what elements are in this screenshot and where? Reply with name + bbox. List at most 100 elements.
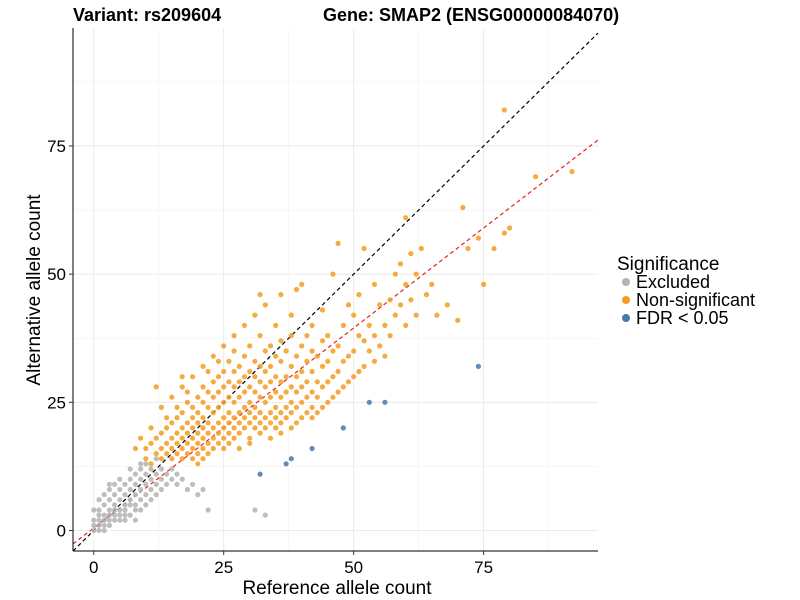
data-point [569,169,575,175]
data-point [226,440,232,446]
legend-swatch [622,296,630,304]
series-2 [257,363,481,477]
data-point [319,307,326,313]
data-point [200,445,206,452]
data-point [127,486,133,493]
data-point [293,353,300,359]
data-point [382,353,388,359]
data-point [164,471,170,477]
data-point [138,461,144,467]
data-point [106,522,112,529]
data-point [158,445,164,452]
data-point [247,399,253,405]
data-point [241,415,248,421]
data-point [252,415,258,421]
data-point [257,420,263,426]
data-point [309,445,315,452]
data-point [91,527,97,534]
data-point [257,379,263,385]
data-point [252,312,258,318]
data-point [257,394,263,400]
data-point [153,451,159,457]
data-point [247,384,253,390]
data-point [190,456,196,462]
data-point [169,445,175,452]
data-point [293,389,300,395]
data-point [200,415,206,421]
data-point [304,410,310,416]
data-point [267,435,274,441]
data-point [288,399,294,405]
data-point [215,440,222,446]
data-point [366,348,372,354]
data-point [262,302,268,308]
data-point [262,399,268,405]
data-point [174,404,180,410]
data-point [236,430,242,436]
data-point [164,425,170,431]
data-point [247,343,253,349]
x-axis-label: Reference allele count [242,578,432,599]
data-point [267,410,274,416]
data-point [309,404,315,410]
data-point [330,394,336,400]
data-point [179,384,185,390]
data-point [101,502,107,508]
data-point [507,225,513,231]
data-point [122,512,128,518]
data-point [195,461,201,467]
data-point [278,420,284,426]
data-point [371,333,378,339]
data-point [184,430,190,436]
data-point [252,404,258,410]
data-point [138,435,144,441]
data-point [179,476,185,482]
data-point [148,466,154,472]
data-point [278,358,284,364]
data-point [231,348,237,354]
data-point [153,384,159,390]
data-point [377,302,383,308]
data-point [423,292,430,298]
data-point [169,420,175,426]
data-point [273,389,279,395]
data-point [377,343,383,349]
data-point [387,297,393,303]
y-axis-label: Alternative allele count [24,194,45,386]
data-point [356,368,362,375]
series-1 [132,107,575,467]
data-point [138,507,144,513]
data-point [153,481,159,487]
y-tick-label: 25 [47,393,66,412]
data-point [262,425,268,431]
data-point [106,517,112,523]
data-point [179,425,185,431]
data-point [408,297,414,303]
data-point [148,461,154,467]
data-point [330,271,336,277]
data-point [174,471,180,477]
data-point [288,410,294,416]
data-point [226,420,232,426]
data-point [257,292,263,298]
data-point [143,456,149,462]
data-point [314,379,320,385]
data-point [382,322,388,328]
data-point [132,471,138,477]
data-point [283,461,289,467]
data-point [164,481,170,487]
data-point [475,363,481,369]
data-point [184,420,190,426]
data-point [340,322,346,328]
data-point [278,379,284,385]
grid-lines [73,28,598,551]
data-point [101,522,107,529]
data-point [236,410,242,416]
data-point [158,476,164,482]
data-point [169,466,175,472]
data-point [158,430,164,436]
data-point [413,271,419,277]
data-point [434,312,440,318]
data-point [304,333,310,339]
data-point [455,317,461,323]
